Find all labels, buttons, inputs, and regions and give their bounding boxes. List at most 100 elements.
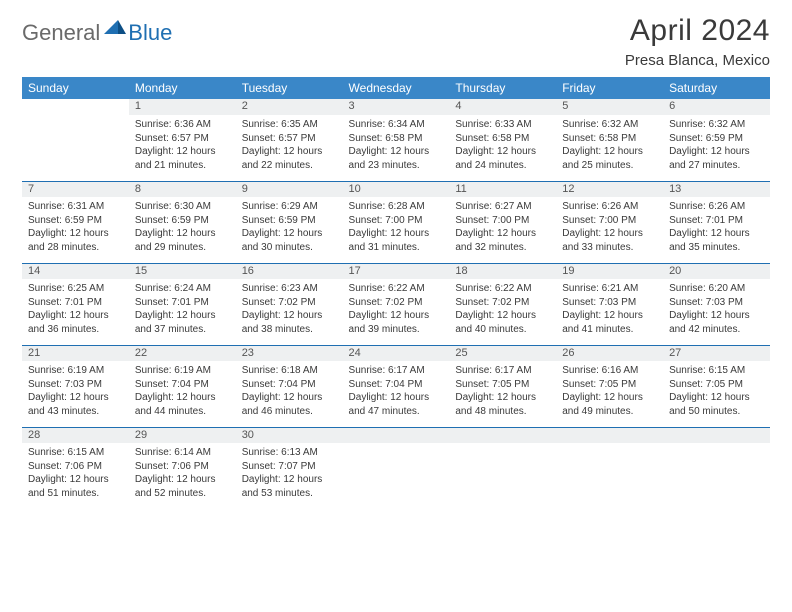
day-line: Daylight: 12 hours [135,309,230,323]
day-line: Sunset: 7:05 PM [669,378,764,392]
day-line: Daylight: 12 hours [349,309,444,323]
day-line: Sunrise: 6:14 AM [135,446,230,460]
day-body-cell: Sunrise: 6:25 AMSunset: 7:01 PMDaylight:… [22,279,129,345]
day-line: and 32 minutes. [455,241,550,255]
day-number-row: 21222324252627 [22,345,770,361]
day-header: Monday [129,77,236,99]
day-line: Daylight: 12 hours [28,309,123,323]
day-line: Daylight: 12 hours [28,473,123,487]
day-number-row: 14151617181920 [22,263,770,279]
day-line: Sunrise: 6:17 AM [455,364,550,378]
day-number-cell [343,427,450,443]
day-number-cell: 7 [22,181,129,197]
day-line: Sunset: 7:02 PM [455,296,550,310]
day-line: Sunrise: 6:13 AM [242,446,337,460]
day-line: Sunrise: 6:32 AM [562,118,657,132]
day-line: and 27 minutes. [669,159,764,173]
day-line: Sunset: 7:05 PM [455,378,550,392]
day-line: Sunrise: 6:19 AM [28,364,123,378]
day-body-row: Sunrise: 6:25 AMSunset: 7:01 PMDaylight:… [22,279,770,345]
day-line: Sunrise: 6:18 AM [242,364,337,378]
day-body-cell: Sunrise: 6:22 AMSunset: 7:02 PMDaylight:… [449,279,556,345]
day-number-cell: 14 [22,263,129,279]
day-line: Sunset: 7:02 PM [242,296,337,310]
day-number-cell [22,99,129,115]
day-line: and 22 minutes. [242,159,337,173]
day-line: and 47 minutes. [349,405,444,419]
day-line: Daylight: 12 hours [349,391,444,405]
day-line: and 39 minutes. [349,323,444,337]
day-line: Daylight: 12 hours [349,227,444,241]
day-line: Sunrise: 6:21 AM [562,282,657,296]
day-line: and 40 minutes. [455,323,550,337]
day-line: Sunset: 7:01 PM [28,296,123,310]
day-line: and 25 minutes. [562,159,657,173]
day-line: Sunset: 7:01 PM [669,214,764,228]
day-line: Sunset: 6:59 PM [28,214,123,228]
day-line: Sunset: 7:01 PM [135,296,230,310]
day-number-cell: 9 [236,181,343,197]
day-body-cell: Sunrise: 6:35 AMSunset: 6:57 PMDaylight:… [236,115,343,181]
day-line: Sunset: 6:58 PM [562,132,657,146]
day-line: Daylight: 12 hours [28,227,123,241]
day-body-cell: Sunrise: 6:26 AMSunset: 7:00 PMDaylight:… [556,197,663,263]
location: Presa Blanca, Mexico [625,52,770,69]
day-line: Daylight: 12 hours [242,227,337,241]
day-line: Sunrise: 6:22 AM [349,282,444,296]
day-number-cell: 23 [236,345,343,361]
day-line: and 43 minutes. [28,405,123,419]
day-body-cell: Sunrise: 6:30 AMSunset: 6:59 PMDaylight:… [129,197,236,263]
day-line: and 23 minutes. [349,159,444,173]
day-body-cell: Sunrise: 6:24 AMSunset: 7:01 PMDaylight:… [129,279,236,345]
day-body-cell: Sunrise: 6:32 AMSunset: 6:59 PMDaylight:… [663,115,770,181]
day-number-cell: 25 [449,345,556,361]
day-line: Sunrise: 6:22 AM [455,282,550,296]
month-title: April 2024 [625,14,770,48]
brand-logo: General Blue [22,14,172,46]
day-line: Daylight: 12 hours [562,391,657,405]
day-line: and 46 minutes. [242,405,337,419]
day-line: Sunrise: 6:34 AM [349,118,444,132]
day-line: Daylight: 12 hours [242,309,337,323]
day-line: Daylight: 12 hours [135,145,230,159]
day-line: Sunset: 7:03 PM [562,296,657,310]
day-line: Sunset: 6:59 PM [242,214,337,228]
day-body-cell: Sunrise: 6:21 AMSunset: 7:03 PMDaylight:… [556,279,663,345]
day-line: Sunrise: 6:24 AM [135,282,230,296]
day-body-row: Sunrise: 6:31 AMSunset: 6:59 PMDaylight:… [22,197,770,263]
day-body-row: Sunrise: 6:19 AMSunset: 7:03 PM Daylight:… [22,361,770,427]
day-header: Tuesday [236,77,343,99]
day-body-cell: Sunrise: 6:18 AMSunset: 7:04 PMDaylight:… [236,361,343,427]
day-line: Sunset: 6:57 PM [242,132,337,146]
day-line: Sunset: 6:57 PM [135,132,230,146]
day-number-cell: 8 [129,181,236,197]
day-line: Sunset: 6:58 PM [455,132,550,146]
day-line: Sunset: 7:04 PM [242,378,337,392]
day-line: Sunset: 7:03 PM [28,378,123,392]
day-line: Sunrise: 6:25 AM [28,282,123,296]
day-line: and 49 minutes. [562,405,657,419]
day-line: Sunrise: 6:30 AM [135,200,230,214]
day-line: and 52 minutes. [135,487,230,501]
day-line: and 50 minutes. [669,405,764,419]
day-line: Sunset: 7:00 PM [562,214,657,228]
calendar-table: Sunday Monday Tuesday Wednesday Thursday… [22,77,770,509]
day-body-cell: Sunrise: 6:14 AMSunset: 7:06 PMDaylight:… [129,443,236,509]
day-body-cell: Sunrise: 6:33 AMSunset: 6:58 PMDaylight:… [449,115,556,181]
day-header: Wednesday [343,77,450,99]
day-number-cell: 2 [236,99,343,115]
day-body-cell: Sunrise: 6:15 AMSunset: 7:05 PMDaylight:… [663,361,770,427]
day-number-cell: 10 [343,181,450,197]
day-line: and 21 minutes. [135,159,230,173]
day-header: Saturday [663,77,770,99]
day-line: Daylight: 12 hours [242,473,337,487]
day-number-cell: 30 [236,427,343,443]
day-number-cell: 24 [343,345,450,361]
day-body-cell: Sunrise: 6:27 AMSunset: 7:00 PMDaylight:… [449,197,556,263]
day-number-cell: 19 [556,263,663,279]
day-line: Daylight: 12 hours [562,145,657,159]
day-number-row: 282930 [22,427,770,443]
day-body-cell: Sunrise: 6:19 AMSunset: 7:03 PMDaylight:… [22,361,129,427]
day-body-cell: Sunrise: 6:28 AMSunset: 7:00 PMDaylight:… [343,197,450,263]
brand-part2: Blue [128,20,172,46]
